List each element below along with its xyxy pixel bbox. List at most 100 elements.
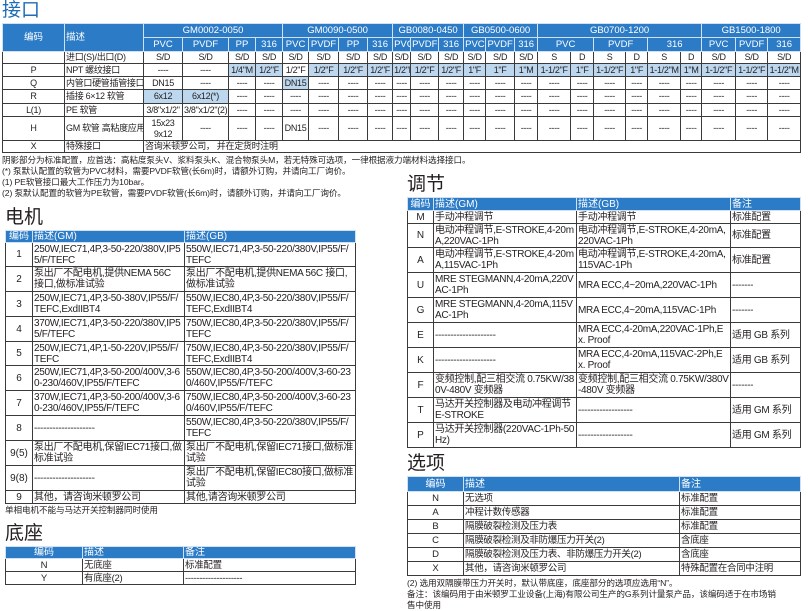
cell: S/D: [182, 51, 229, 64]
row-cell: 电动冲程调节,E-STROKE,4-20mA,220VAC-1Ph: [433, 223, 577, 248]
connection-note: 阴影部分为标准配置，应首选：高粘度泵头V、浆料泵头K、混合物泵头M，若无特殊可选…: [2, 155, 471, 165]
row-cell: MRA ECC,4-20mA,115VAC-2Ph,Ex. Proof: [576, 347, 731, 373]
row-cell: 250W,IEC71,4P,3-50-380V,IP55/F/TEFC,ExdI…: [32, 291, 185, 317]
cell: ----: [701, 89, 737, 104]
row-code: T: [407, 397, 434, 423]
row-cell: 标准配置: [730, 223, 801, 248]
base-table: 编码 描述 备注 N 无底座 标准配置 Y 有底座(2) -------------------…: [5, 546, 356, 585]
row-cell: 隔膜破裂检测及非防爆压力开关(2): [463, 533, 680, 548]
row-cell: 250W,IEC71,4P,3-50-200/400V,3-60-230/460…: [32, 365, 185, 391]
cell: ----: [392, 89, 412, 104]
cell: ----: [228, 76, 256, 90]
cell: ----: [701, 103, 737, 117]
options-note: 售中使用: [407, 600, 441, 610]
cell: ----: [367, 76, 394, 90]
cell: ----: [647, 89, 682, 104]
row-code: L(1): [2, 103, 65, 117]
row-code: 3: [5, 291, 33, 317]
row-cell: 标准配置: [730, 210, 801, 224]
cell: ----: [463, 103, 487, 117]
cell: ----: [735, 103, 769, 117]
row-cell: ------------------: [576, 422, 731, 448]
row-cell: --------------------: [433, 347, 577, 373]
cell: 1"F: [625, 63, 649, 77]
table-row: N 无底座 标准配置: [5, 558, 356, 572]
table-row: 1 250W,IEC71,4P,3-50-220/380V,IP55/F/TEFC…: [5, 242, 356, 267]
cell: ----: [254, 89, 284, 104]
cell: ----: [593, 76, 627, 90]
row-code: X: [407, 561, 464, 576]
cell: ----: [182, 63, 229, 77]
table-row: E -------------------- MRA ECC,4-20mA,220V…: [407, 322, 801, 348]
cell: ----: [537, 103, 572, 117]
col-header: 描述: [463, 476, 680, 492]
row-cell: --------------------: [433, 322, 577, 348]
cell: 1"M: [514, 63, 539, 77]
table-row: A 电动冲程调节,E-STROKE,4-20mA,115VAC-1Ph 电动冲程调节…: [407, 247, 801, 273]
row-cell: ------------------: [576, 397, 731, 423]
material-header: 316: [254, 37, 284, 52]
cell: ----: [514, 116, 539, 141]
row-desc: 进口(S)/出口(D): [64, 51, 144, 64]
cell: S/D: [367, 51, 394, 64]
cell: DN15: [143, 76, 183, 90]
motor-title: 电机: [5, 207, 44, 228]
cell: 1"F: [485, 63, 516, 77]
row-code: 5: [5, 341, 33, 366]
cell: ----: [680, 103, 703, 117]
cell: 1/2"F: [410, 63, 440, 77]
header-row: 编码 描述 备注: [407, 476, 801, 492]
header-row: 编码 描述(GM) 描述(GB): [5, 230, 356, 243]
col-header: 编码: [407, 476, 464, 492]
cell: ----: [308, 116, 340, 141]
row-code: U: [407, 272, 434, 298]
cell: ----: [410, 116, 440, 141]
cell: ----: [593, 89, 627, 104]
row-cell: 冲程计数传感器: [463, 505, 680, 520]
table-row: D 隔膜破裂检测及压力表、非防爆压力开关(2) 含底座: [407, 547, 801, 562]
row-cell: 550W,IEC80,4P,3-50-220/380V,IP55/F/TEFC: [184, 415, 356, 441]
cell: 1-1/2"M: [767, 63, 802, 77]
cell: ----: [625, 103, 649, 117]
model-group: GB0500-0600: [463, 23, 539, 38]
row-cell: 550W,IEC80,4P,3-50-200/400V,3-60-230/460…: [184, 365, 356, 391]
cell: ----: [647, 116, 682, 141]
row-desc: NPT 螺纹接口: [64, 63, 144, 77]
table-row: A 冲程计数传感器 标准配置: [407, 505, 801, 520]
cell: 1/2"F: [367, 63, 394, 77]
row-desc: 特殊接口: [64, 140, 144, 153]
row-cell: 变频控制,配三相交流 0.75KW/380V-480V 变频器: [576, 372, 731, 398]
cell: ----: [463, 116, 487, 141]
row-cell: 标准配置: [679, 505, 801, 520]
cell: S/D: [143, 51, 183, 64]
cell: S/D: [701, 51, 737, 64]
cell: 3/8"x1/2": [143, 103, 183, 117]
cell: ----: [338, 89, 369, 104]
row-code: H: [2, 116, 65, 141]
table-row: HGM 软管 高粘度应用专用15x23 9x12------------DN15…: [2, 116, 802, 141]
col-header: 编码: [407, 197, 434, 211]
row-cell: 马达开关控制器及电动冲程调节E-STROKE: [433, 397, 577, 423]
row-code: X: [2, 140, 65, 153]
cell: 1/2"F: [438, 63, 465, 77]
row-code: Y: [5, 571, 83, 585]
cell: ----: [182, 116, 229, 141]
material-header: 316: [367, 37, 394, 52]
cell: ----: [625, 116, 649, 141]
table-row: 4 370W,IEC71,4P,3-50-220/380V,IP55/F/TEFC…: [5, 316, 356, 342]
adjust-table: 编码 描述(GM) 描述(GB) 备注 M 手动冲程调节 手动冲程调节 标准配置 N 电动冲程调节…: [407, 197, 801, 448]
row-cell: MRA ECC,4~20mA,115VAC-1Ph: [576, 297, 731, 323]
cell: ----: [438, 116, 465, 141]
col-desc: 描述: [64, 23, 144, 52]
table-row: 8 -------------------- 550W,IEC80,4P,3-50-…: [5, 415, 356, 441]
cell: ----: [701, 116, 737, 141]
cell: 1-1/2"F: [537, 63, 572, 77]
row-cell: 750W,IEC80,4P,3-50-220/380V,IP55/F/TEFC,…: [184, 341, 356, 366]
row-cell: 550W,IEC80,4P,3-50-220/380V,IP55/F/TEFC,…: [184, 291, 356, 317]
row-cell: 标准配置: [730, 247, 801, 273]
table-row: 9(5) 泵出厂不配电机,保留IEC71接口,做标准试验 泵出厂不配电机,保留IEC…: [5, 440, 356, 466]
row-code: Q: [2, 76, 65, 90]
cell: ----: [438, 76, 465, 90]
cell: ----: [680, 89, 703, 104]
cell: S/D: [308, 51, 340, 64]
